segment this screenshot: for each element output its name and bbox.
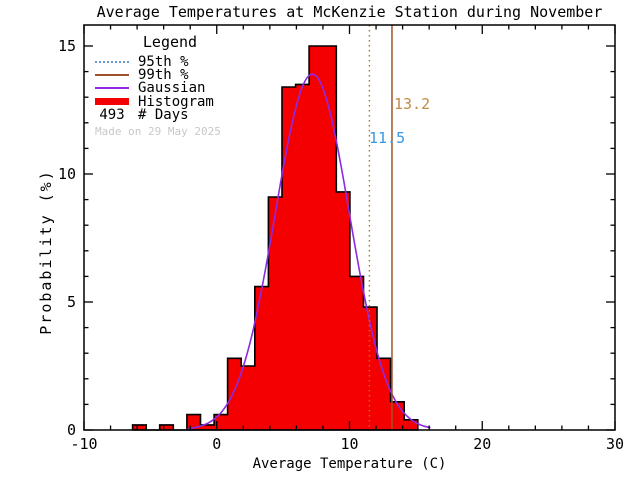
days-count: 493 [99,107,125,124]
legend-title: Legend [142,33,198,51]
days-label: # Days [138,107,189,124]
dotted-line-swatch-icon [95,60,129,63]
y-axis-label: Probability (%) [37,169,55,335]
x-tick-label: 0 [212,435,221,453]
legend-label-histogram: Histogram [138,93,214,110]
chart-title: Average Temperatures at McKenzie Station… [96,3,603,21]
x-tick-label: -10 [70,435,97,453]
p99-value-label: 13.2 [394,95,431,113]
legend-label-95th: 95th % [138,53,189,70]
gaussian-curve [187,73,431,430]
y-tick-label: 15 [58,37,76,55]
legend-label-99th: 99th % [138,67,189,84]
solid-line-swatch-icon [95,74,129,77]
y-tick-label: 5 [67,293,76,311]
legend-item-99th: 99th % [95,67,260,84]
legend-item-gaussian: Gaussian [95,80,260,97]
x-tick-label: 30 [606,435,624,453]
legend-box: Legend 95th % 99th % Gaussian Histogram … [95,33,260,138]
histogram-swatch-icon [95,98,129,106]
x-tick-label: 20 [473,435,491,453]
p95-value-label: 11.5 [369,129,406,147]
legend-label-gaussian: Gaussian [138,80,206,97]
watermark: Made on 29 May 2025 [95,124,221,138]
x-axis-label: Average Temperature (C) [252,456,447,472]
legend-item-histogram: Histogram [95,93,260,110]
legend-item-95th: 95th % [95,53,260,70]
x-tick-label: 10 [340,435,358,453]
y-tick-label: 10 [58,165,76,183]
gaussian-line-swatch-icon [95,87,129,90]
legend-item-days: 493 # Days [95,107,260,124]
y-tick-label: 0 [67,421,76,439]
